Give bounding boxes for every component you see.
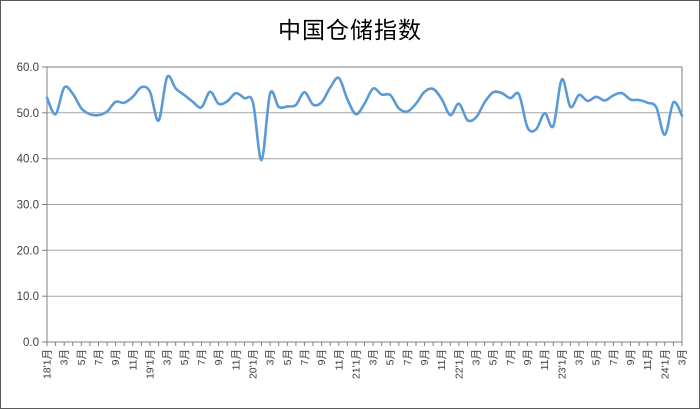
svg-text:3月: 3月	[368, 349, 380, 365]
svg-text:5月: 5月	[591, 349, 603, 365]
svg-text:23'1月: 23'1月	[556, 349, 568, 379]
svg-text:5月: 5月	[385, 349, 397, 365]
svg-text:24'1月: 24'1月	[659, 349, 671, 379]
svg-text:30.0: 30.0	[17, 200, 39, 212]
svg-text:11月: 11月	[539, 349, 551, 370]
svg-text:20.0: 20.0	[17, 245, 39, 257]
svg-text:9月: 9月	[625, 349, 637, 365]
svg-text:7月: 7月	[93, 349, 105, 365]
svg-text:9月: 9月	[419, 349, 431, 365]
svg-text:10.0: 10.0	[17, 291, 39, 303]
svg-text:7月: 7月	[402, 349, 414, 365]
svg-text:9月: 9月	[213, 349, 225, 365]
svg-text:3月: 3月	[265, 349, 277, 365]
svg-text:22'1月: 22'1月	[453, 349, 465, 379]
x-axis-ticks	[46, 342, 683, 346]
gridlines	[47, 66, 682, 343]
svg-text:3月: 3月	[59, 349, 71, 365]
svg-text:5月: 5月	[179, 349, 191, 365]
x-axis-labels: 18'1月 3月 5月 7月 9月 11月 19'1月 3月 5月 7月 9月 11月 20'1月 3月 5…	[42, 349, 689, 379]
svg-text:3月: 3月	[471, 349, 483, 365]
svg-text:7月: 7月	[299, 349, 311, 365]
series-line-warehousing-index	[45, 74, 684, 162]
svg-text:5月: 5月	[488, 349, 500, 365]
svg-text:11月: 11月	[436, 349, 448, 370]
svg-text:9月: 9月	[110, 349, 122, 365]
svg-text:11月: 11月	[127, 349, 139, 370]
svg-text:5月: 5月	[282, 349, 294, 365]
y-axis-ticks	[42, 66, 47, 343]
svg-text:50.0: 50.0	[17, 108, 39, 120]
svg-text:7月: 7月	[196, 349, 208, 365]
svg-text:0.0: 0.0	[23, 337, 39, 349]
svg-text:3月: 3月	[162, 349, 174, 365]
svg-text:18'1月: 18'1月	[42, 349, 54, 379]
chart-title: 中国仓储指数	[278, 17, 422, 43]
svg-text:5月: 5月	[76, 349, 88, 365]
svg-text:11月: 11月	[333, 349, 345, 370]
svg-text:60.0: 60.0	[17, 62, 39, 74]
svg-text:19'1月: 19'1月	[145, 349, 157, 379]
svg-text:7月: 7月	[505, 349, 517, 365]
svg-text:11月: 11月	[642, 349, 654, 370]
y-axis-labels: 0.0 10.0 20.0 30.0 40.0 50.0 60.0	[17, 62, 39, 349]
svg-text:9月: 9月	[522, 349, 534, 365]
svg-text:7月: 7月	[608, 349, 620, 365]
svg-text:40.0: 40.0	[17, 154, 39, 166]
svg-text:3月: 3月	[677, 349, 689, 365]
svg-text:3月: 3月	[574, 349, 586, 365]
svg-text:21'1月: 21'1月	[350, 349, 362, 379]
svg-text:11月: 11月	[230, 349, 242, 370]
svg-text:20'1月: 20'1月	[247, 349, 259, 379]
svg-text:9月: 9月	[316, 349, 328, 365]
